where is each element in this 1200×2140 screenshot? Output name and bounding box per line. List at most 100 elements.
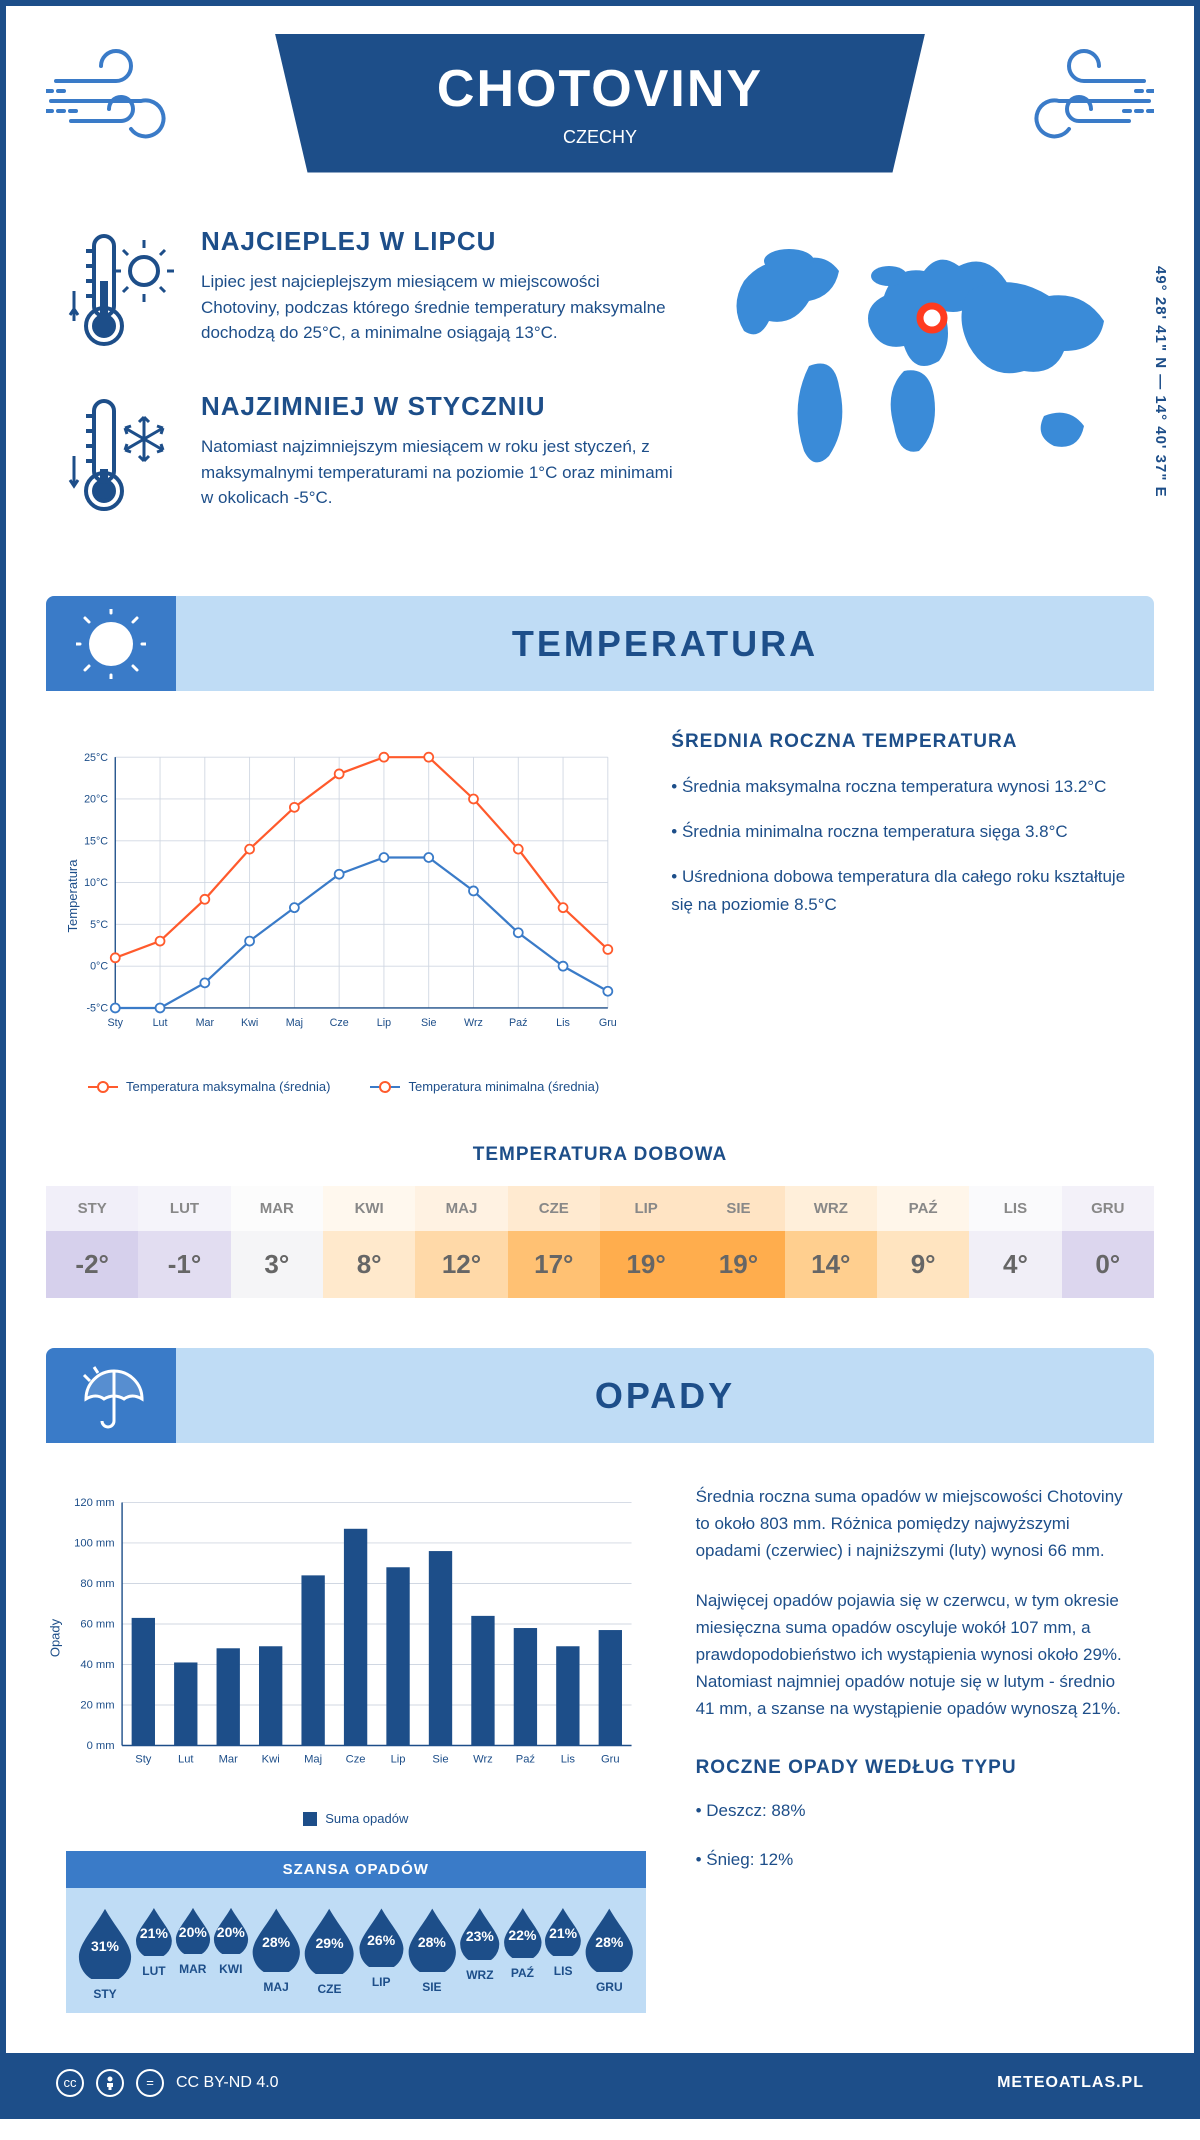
city-name: CHOTOVINY [335,59,865,119]
chance-cell: 20% MAR [174,1906,212,2001]
country-name: CZECHY [335,127,865,148]
svg-text:Lip: Lip [377,1017,391,1029]
cc-by-icon [96,2069,124,2097]
thermometer-cold-icon [66,391,176,526]
title-banner: CHOTOVINY CZECHY [275,34,925,173]
chance-cell: 26% LIP [357,1906,406,2001]
chance-cell: 29% CZE [302,1906,356,2001]
daily-cell: SIE 19° [692,1186,784,1298]
svg-text:Gru: Gru [601,1753,620,1765]
svg-text:80 mm: 80 mm [80,1578,114,1590]
daily-cell: STY -2° [46,1186,138,1298]
page-footer: cc = CC BY-ND 4.0 METEOATLAS.PL [6,2053,1194,2113]
fact-cold-text: Natomiast najzimniejszym miesiącem w rok… [201,434,674,511]
cc-nd-icon: = [136,2069,164,2097]
svg-text:Gru: Gru [599,1017,617,1029]
wind-decoration-icon [1004,46,1154,146]
svg-text:Sty: Sty [135,1753,152,1765]
daily-cell: WRZ 14° [785,1186,877,1298]
legend-min: Temperatura minimalna (średnia) [370,1079,599,1094]
cc-icon: cc [56,2069,84,2097]
daily-cell: LIP 19° [600,1186,692,1298]
fact-warm-title: NAJCIEPLEJ W LIPCU [201,226,674,257]
daily-cell: GRU 0° [1062,1186,1154,1298]
chance-cell: 28% SIE [406,1906,459,2001]
daily-cell: LUT -1° [138,1186,230,1298]
chance-cell: 20% KWI [212,1906,250,2001]
temperature-info: ŚREDNIA ROCZNA TEMPERATURA • Średnia mak… [671,731,1134,1094]
svg-text:Cze: Cze [330,1017,349,1029]
svg-text:0 mm: 0 mm [87,1740,115,1752]
precip-legend: Suma opadów [303,1811,408,1826]
svg-text:Cze: Cze [346,1753,366,1765]
chance-cell: 21% LUT [134,1906,174,2001]
chance-title: SZANSA OPADÓW [66,1851,646,1888]
svg-text:Wrz: Wrz [473,1753,493,1765]
svg-text:100 mm: 100 mm [74,1538,114,1550]
fact-warm-text: Lipiec jest najcieplejszym miesiącem w m… [201,269,674,346]
precip-section-banner: OPADY [46,1348,1154,1443]
svg-text:60 mm: 60 mm [80,1619,114,1631]
svg-text:Wrz: Wrz [464,1017,483,1029]
temperature-title: TEMPERATURA [176,596,1154,691]
svg-text:40 mm: 40 mm [80,1659,114,1671]
daily-cell: CZE 17° [508,1186,600,1298]
svg-text:Paź: Paź [516,1753,536,1765]
chance-cell: 22% PAŹ [502,1906,544,2001]
temp-ylabel: Temperatura [65,860,80,933]
svg-text:Lip: Lip [391,1753,406,1765]
svg-text:Maj: Maj [304,1753,322,1765]
svg-text:Mar: Mar [196,1017,215,1029]
svg-text:25°C: 25°C [84,752,108,764]
svg-text:10°C: 10°C [84,877,108,889]
world-map [714,226,1134,506]
thermometer-hot-icon [66,226,176,361]
svg-text:5°C: 5°C [90,919,108,931]
daily-temp-table: STY -2° LUT -1° MAR 3° KWI 8° MAJ 12° CZ… [46,1186,1154,1298]
site-name: METEOATLAS.PL [997,2074,1144,2092]
precip-chance-box: SZANSA OPADÓW 31% STY 21% LUT 20% MAR 20… [66,1851,646,2013]
svg-text:Lut: Lut [153,1017,168,1029]
svg-text:Mar: Mar [219,1753,239,1765]
coordinates: 49° 28' 41" N — 14° 40' 37" E [1152,266,1169,498]
daily-temp-title: TEMPERATURA DOBOWA [6,1144,1194,1166]
daily-cell: MAR 3° [231,1186,323,1298]
page-header: CHOTOVINY CZECHY [6,6,1194,206]
svg-text:Sty: Sty [107,1017,123,1029]
temperature-section-banner: TEMPERATURA [46,596,1154,691]
fact-warmest: NAJCIEPLEJ W LIPCU Lipiec jest najcieple… [66,226,674,361]
sun-icon [46,596,176,691]
chance-cell: 28% MAJ [250,1906,303,2001]
license-text: CC BY-ND 4.0 [176,2074,279,2092]
svg-text:Sie: Sie [432,1753,448,1765]
daily-cell: MAJ 12° [415,1186,507,1298]
chance-cell: 23% WRZ [458,1906,501,2001]
umbrella-icon [46,1348,176,1443]
svg-text:Kwi: Kwi [262,1753,280,1765]
svg-text:Lut: Lut [178,1753,194,1765]
daily-cell: KWI 8° [323,1186,415,1298]
fact-coldest: NAJZIMNIEJ W STYCZNIU Natomiast najzimni… [66,391,674,526]
daily-cell: LIS 4° [969,1186,1061,1298]
svg-text:Lis: Lis [556,1017,570,1029]
svg-text:15°C: 15°C [84,835,108,847]
legend-max: .leg-sw:nth-of-type(1)::after{border-col… [88,1079,330,1094]
chance-cell: 28% GRU [583,1906,636,2001]
temp-info-title: ŚREDNIA ROCZNA TEMPERATURA [671,731,1134,753]
daily-cell: PAŹ 9° [877,1186,969,1298]
svg-text:Lis: Lis [561,1753,576,1765]
wind-decoration-icon [46,46,196,146]
svg-text:Paź: Paź [509,1017,528,1029]
fact-cold-title: NAJZIMNIEJ W STYCZNIU [201,391,674,422]
svg-text:Maj: Maj [286,1017,303,1029]
chance-cell: 21% LIS [543,1906,583,2001]
svg-text:-5°C: -5°C [86,1003,108,1015]
precip-ylabel: Opady [48,1619,63,1657]
precip-type-title: ROCZNE OPADY WEDŁUG TYPU [696,1753,1134,1783]
svg-text:20 mm: 20 mm [80,1700,114,1712]
svg-text:120 mm: 120 mm [74,1497,114,1509]
location-marker-icon [920,306,944,330]
svg-text:Sie: Sie [421,1017,437,1029]
svg-text:Kwi: Kwi [241,1017,258,1029]
svg-text:20°C: 20°C [84,794,108,806]
